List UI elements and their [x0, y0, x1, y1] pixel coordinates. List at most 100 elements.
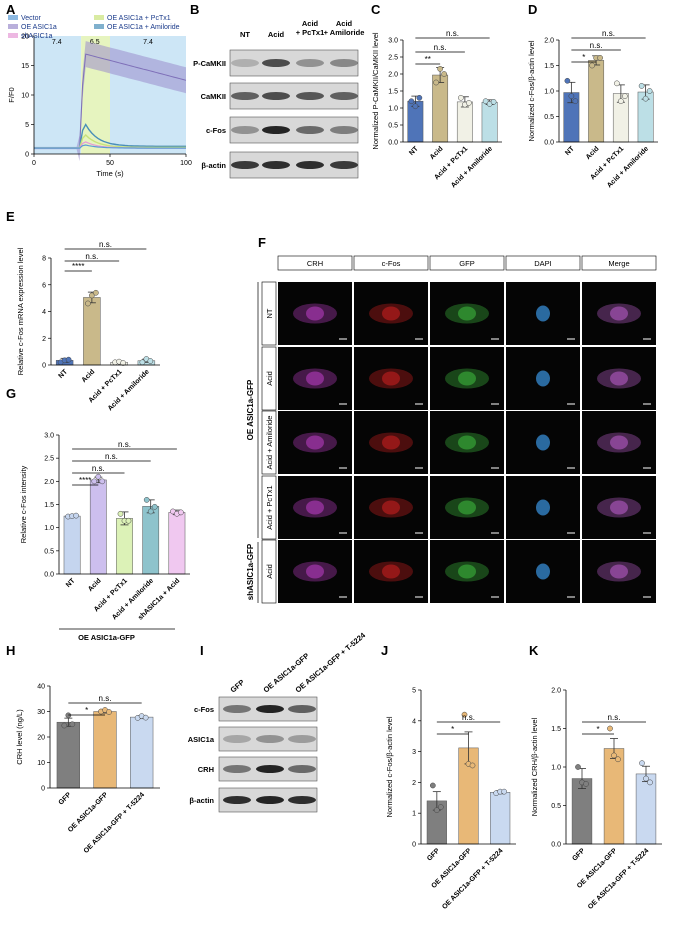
f-col-header-box — [429, 255, 505, 271]
significance-mark: * — [582, 53, 585, 62]
cell-core — [306, 564, 324, 579]
f-row-label: Acid + Amiloride — [265, 416, 274, 470]
y-tick-label: 0 — [412, 842, 416, 849]
blot-band — [296, 59, 324, 67]
blot-col-header: Acid — [302, 19, 319, 28]
y-tick-label: 20 — [21, 34, 29, 41]
y-tick-label: 0.5 — [44, 548, 54, 555]
blot-row-label: CRH — [198, 765, 214, 774]
data-point — [458, 94, 464, 101]
data-point — [85, 300, 91, 307]
oe-asic1a-sem-band — [34, 41, 186, 162]
cell-core — [610, 564, 628, 579]
significance-mark: ** — [425, 55, 431, 64]
bar — [432, 74, 449, 143]
blot-row-label: β-actin — [201, 161, 226, 170]
y-tick-label: 0.0 — [544, 140, 554, 147]
significance-mark: n.s. — [99, 694, 112, 703]
data-point — [568, 93, 575, 99]
blot-row-label: c-Fos — [206, 126, 226, 135]
legend-entry: OE ASIC1a — [21, 24, 57, 31]
data-point — [583, 781, 589, 787]
y-tick-label: 2.0 — [544, 38, 554, 45]
blot-col-header: + Amiloride — [324, 28, 365, 37]
x-category-label: Acid — [87, 577, 103, 593]
nucleus — [536, 499, 550, 516]
blot-band — [256, 735, 284, 743]
blot-band — [262, 59, 290, 67]
blot-band — [256, 705, 284, 713]
blot-band — [256, 765, 284, 773]
blot-band — [231, 92, 259, 100]
nucleus — [536, 434, 550, 451]
data-point — [69, 721, 76, 728]
cell-core — [610, 500, 628, 515]
cell-core — [382, 500, 400, 515]
y-axis-label: Normalized c-Fos/β-actin level — [385, 716, 394, 817]
bar — [456, 101, 473, 143]
f-row-label-box — [261, 539, 277, 604]
x-category-label: NT — [57, 368, 69, 380]
blot-band — [330, 161, 358, 169]
f-row-label-box — [261, 475, 277, 540]
bar — [588, 60, 605, 143]
bar — [603, 748, 625, 845]
panel-letter-i: I — [200, 643, 204, 658]
nucleus — [536, 563, 550, 580]
y-tick-label: 1.5 — [44, 502, 54, 509]
x-category-label: Acid — [429, 145, 445, 161]
cell-core — [382, 371, 400, 386]
bar — [481, 101, 498, 143]
blot-band — [330, 92, 358, 100]
ph-label-2: 6.5 — [90, 39, 100, 46]
data-point — [564, 77, 571, 84]
data-point — [611, 752, 617, 759]
nucleus — [536, 305, 550, 322]
blot-band — [223, 765, 251, 773]
bar — [89, 479, 107, 575]
cell-core — [306, 435, 324, 450]
legend-entry: Vector — [21, 15, 42, 22]
panel-letter-f: F — [258, 235, 266, 250]
y-tick-label: 0.0 — [551, 842, 561, 849]
panel-f-microscopy-grid: CRH c-Fos GFP DAPI Merge NT Acid Acid + Amilori… — [246, 255, 657, 604]
data-point — [575, 764, 581, 770]
f-group-label: shASIC1a-GFP — [246, 543, 255, 600]
blot-col-header: Acid — [268, 30, 285, 39]
y-axis-label: Relative c-Fos mRNA expression level — [16, 247, 25, 375]
y-tick-label: 0.5 — [388, 123, 398, 130]
x-category-label: OE ASIC1a-GFP — [67, 791, 110, 834]
data-point — [416, 94, 423, 101]
bar — [63, 515, 81, 575]
data-point — [433, 79, 439, 86]
cell-core — [610, 306, 628, 321]
y-tick-label: 6 — [42, 282, 46, 289]
significance-mark: n.s. — [608, 713, 621, 722]
data-point — [607, 725, 613, 732]
x-tick-label: 100 — [180, 160, 192, 167]
significance-mark: * — [451, 725, 454, 734]
y-tick-label: 4 — [42, 309, 46, 316]
legend-entry: OE ASIC1a + Amiloride — [107, 24, 180, 31]
f-col-header: c-Fos — [382, 259, 401, 268]
blot-band — [288, 705, 316, 713]
bar — [56, 721, 80, 789]
data-point — [143, 497, 150, 503]
y-tick-label: 2.5 — [388, 55, 398, 62]
significance-mark: n.s. — [434, 43, 447, 52]
data-point — [572, 98, 579, 105]
x-category-label: Acid — [81, 368, 97, 384]
y-tick-label: 0 — [25, 152, 29, 159]
data-point — [91, 478, 98, 485]
blot-col-header: NT — [240, 30, 250, 39]
y-tick-label: 2.0 — [551, 688, 561, 695]
cell-core — [458, 500, 476, 515]
cell-core — [458, 371, 476, 386]
bar — [490, 792, 511, 845]
cell-core — [382, 564, 400, 579]
y-tick-label: 1.0 — [44, 525, 54, 532]
data-point — [412, 103, 419, 110]
cell-core — [610, 435, 628, 450]
f-col-header-box — [581, 255, 657, 271]
